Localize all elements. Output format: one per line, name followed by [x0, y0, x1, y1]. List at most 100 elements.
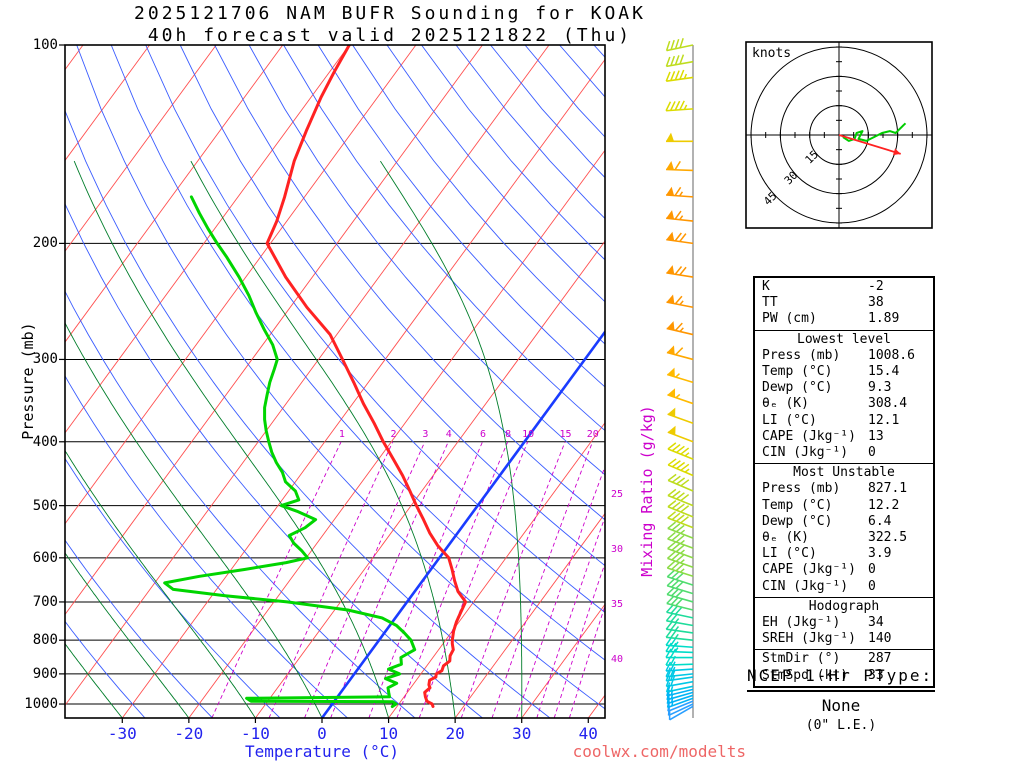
mixing-ratio-tick-label: 2: [390, 429, 396, 440]
wind-barb: [665, 675, 694, 688]
wind-barb: [666, 210, 694, 222]
index-label: K: [762, 279, 770, 294]
wind-barb: [666, 231, 694, 245]
wind-barb: [665, 666, 694, 678]
hodograph-units-label: knots: [752, 46, 792, 61]
freezing-isotherm-line: [320, 329, 605, 718]
index-value: 12.2: [868, 497, 900, 513]
dry-adiabat-line: [145, 45, 605, 614]
index-row: TT 38: [755, 295, 933, 311]
wind-barb: [666, 560, 694, 578]
index-label: Press (mb): [762, 481, 841, 497]
wind-barb: [665, 38, 694, 52]
index-row: Dewp (°C) 9.3: [755, 380, 933, 396]
dry-adiabat-line: [65, 290, 416, 718]
wind-barb: [667, 500, 694, 518]
index-value: 0: [868, 578, 876, 594]
mixing-ratio-tick-label: 8: [505, 429, 511, 440]
index-value: 15.4: [868, 364, 900, 380]
index-value: 287: [868, 651, 892, 667]
wind-barb: [666, 186, 694, 198]
isotherm-line: [65, 45, 284, 343]
mixing-ratio-line: [536, 515, 605, 718]
ptype-liquid-equivalent: (0" L.E.): [805, 718, 877, 733]
wind-barb: [665, 54, 694, 68]
isotherm-line: [65, 45, 350, 434]
wind-barb: [666, 294, 694, 309]
index-label: CIN (Jkg⁻¹): [762, 445, 849, 461]
mixing-ratio-tick-label: 10: [522, 429, 534, 440]
mixing-ratio-line: [553, 561, 605, 718]
temperature-tick-label: -10: [240, 724, 270, 743]
index-label: θₑ (K): [762, 530, 809, 546]
index-value: 0: [868, 562, 876, 578]
index-value: 308.4: [868, 396, 908, 412]
index-label: CAPE (Jkg⁻¹): [762, 562, 856, 578]
index-row: CAPE (Jkg⁻¹) 13: [755, 429, 933, 445]
mixing-ratio-line: [368, 441, 483, 718]
temperature-tick-label: 0: [317, 724, 327, 743]
wind-barb: [665, 648, 693, 659]
wind-barb: [665, 682, 694, 693]
pressure-tick-label: 800: [32, 632, 58, 649]
index-value: 0: [868, 445, 876, 461]
indices-section: StmDir (°) 287 StmSpd (kt) 33: [755, 649, 933, 685]
index-label: LI (°C): [762, 546, 817, 562]
index-label: CIN (Jkg⁻¹): [762, 578, 849, 594]
index-value: 1.89: [868, 311, 900, 327]
isotherm-line: [121, 58, 605, 718]
pressure-tick-label: 300: [32, 351, 58, 368]
index-row: StmDir (°) 287: [755, 651, 933, 667]
moist-adiabat-line: [190, 160, 456, 718]
temperature-tick-label: -30: [107, 724, 137, 743]
temperature-axis-label: Temperature (°C): [244, 742, 400, 761]
mixing-ratio-tick-label: 15: [559, 429, 571, 440]
dry-adiabat-line: [76, 45, 605, 710]
wind-barb: [665, 642, 694, 654]
moist-adiabat-line: [65, 322, 323, 718]
wind-barb: [667, 488, 694, 507]
index-value: 140: [868, 631, 892, 647]
pressure-tick-label: 100: [32, 37, 58, 53]
temperature-tick-label: 10: [378, 724, 399, 743]
index-row: CIN (Jkg⁻¹) 0: [755, 579, 933, 595]
index-row: Temp (°C) 15.4: [755, 364, 933, 380]
index-row: θₑ (K) 322.5: [755, 530, 933, 546]
temperature-profile: [265, 45, 468, 708]
isotherm-line: [388, 421, 605, 718]
dry-adiabat-line: [179, 45, 605, 567]
wind-barb: [667, 407, 694, 425]
index-label: PW (cm): [762, 311, 817, 327]
index-label: EH (Jkg⁻¹): [762, 615, 841, 631]
storm-motion-vector: [838, 134, 901, 155]
indices-table: K -2 TT 38 PW (cm) 1.89 Lowest level Press (mb)…: [753, 276, 935, 688]
wind-barb: [667, 511, 694, 529]
index-value: 6.4: [868, 513, 892, 529]
hodograph-trace: [842, 122, 907, 142]
ptype-value: None: [821, 696, 861, 715]
wind-barb: [667, 442, 694, 460]
index-label: CAPE (Jkg⁻¹): [762, 428, 856, 444]
pressure-tick-label: 700: [32, 593, 58, 610]
temperature-tick-label: 40: [578, 724, 598, 743]
pressure-tick-label: 600: [32, 549, 58, 566]
isotherm-line: [454, 512, 605, 718]
index-label: Dewp (°C): [762, 513, 833, 529]
wind-barb: [665, 100, 694, 112]
index-row: SREH (Jkg⁻¹) 140: [755, 631, 933, 647]
index-label: TT: [762, 295, 778, 311]
temperature-tick-label: 30: [512, 724, 532, 743]
chart-title-line1: 2025121706 NAM BUFR Sounding for KOAK: [134, 3, 646, 24]
mixing-ratio-axis-label: Mixing Ratio (g/kg): [638, 405, 656, 577]
index-label: Temp (°C): [762, 364, 833, 380]
moist-adiabat-line: [65, 552, 190, 718]
watermark-link[interactable]: coolwx.com/modelts: [572, 742, 746, 761]
wind-barb: [665, 160, 694, 172]
index-row: LI (°C) 3.9: [755, 546, 933, 562]
index-value: 1008.6: [868, 347, 915, 363]
index-value: 13: [868, 428, 884, 444]
isotherm-line: [65, 45, 417, 525]
